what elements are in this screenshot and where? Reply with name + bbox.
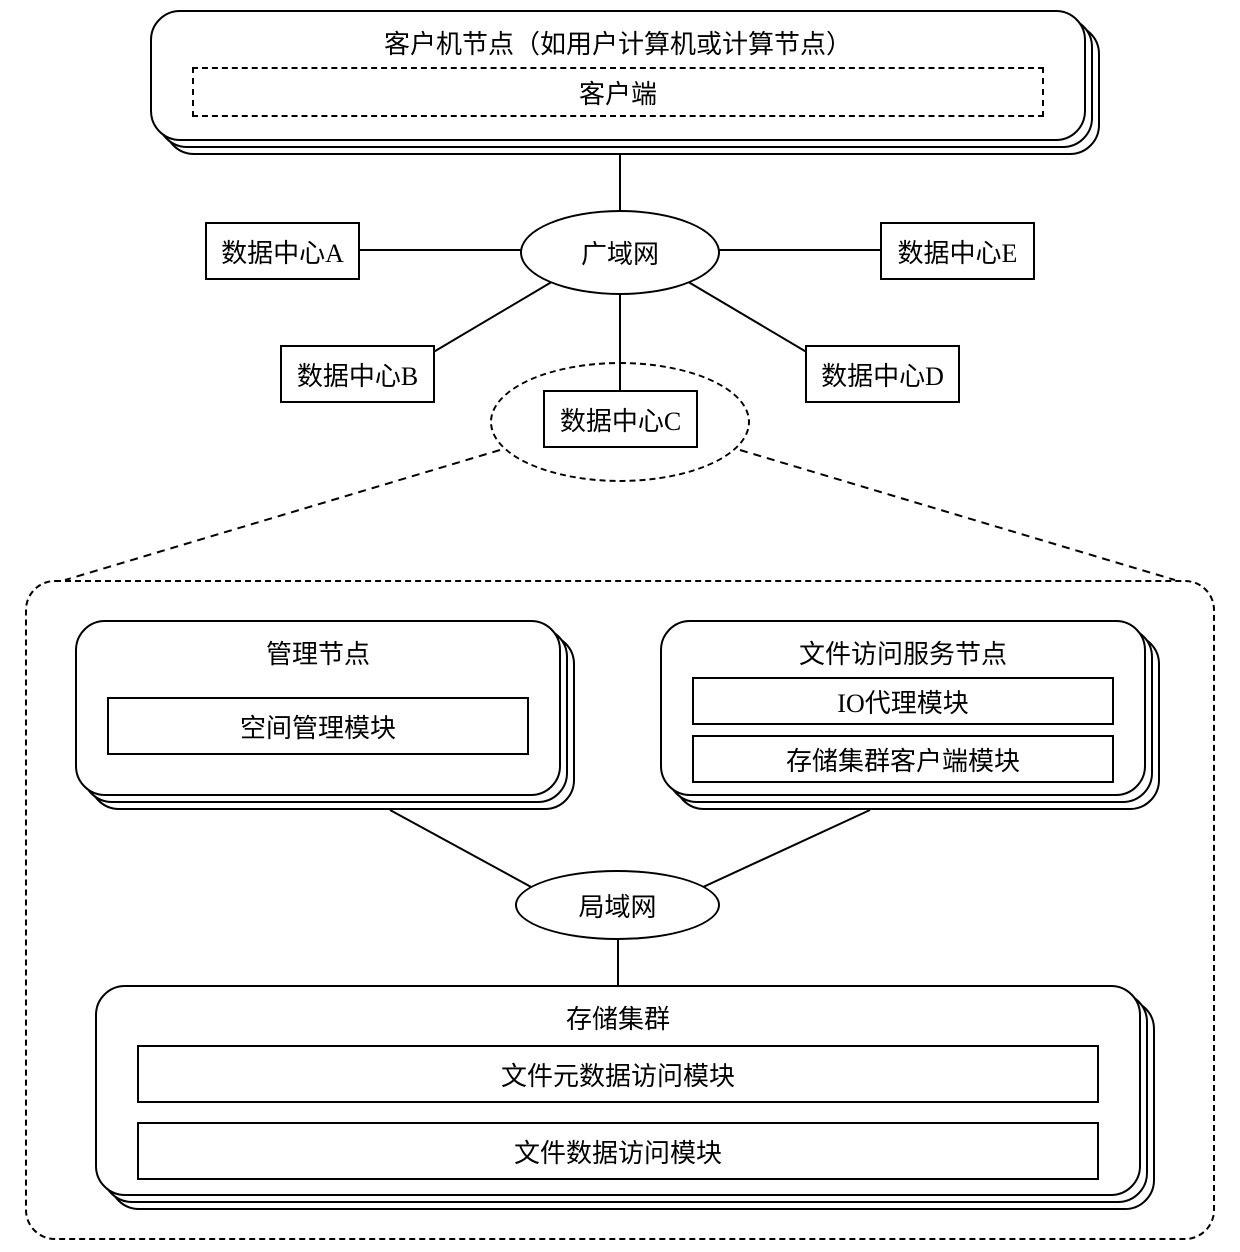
storage-cluster-title: 存储集群: [97, 999, 1139, 1036]
storage-cluster: 存储集群 文件元数据访问模块 文件数据访问模块: [95, 985, 1155, 1210]
datacenter-b-label: 数据中心B: [297, 356, 418, 393]
file-access-node: 文件访问服务节点 IO代理模块 存储集群客户端模块: [660, 620, 1160, 810]
datacenter-d-label: 数据中心D: [821, 356, 944, 393]
wan-label: 广域网: [581, 234, 659, 271]
zoom-ellipse: [490, 362, 750, 482]
lan-ellipse: 局域网: [515, 870, 720, 940]
storage-module-1: 文件数据访问模块: [137, 1122, 1099, 1180]
datacenter-a-label: 数据中心A: [221, 233, 344, 270]
file-access-module-0-label: IO代理模块: [837, 683, 968, 720]
management-module-0-label: 空间管理模块: [240, 708, 396, 745]
file-access-node-title: 文件访问服务节点: [662, 634, 1144, 671]
client-node: 客户机节点（如用户计算机或计算节点） 客户端: [150, 10, 1100, 155]
wan-ellipse: 广域网: [520, 210, 720, 295]
storage-module-0-label: 文件元数据访问模块: [501, 1056, 735, 1093]
management-module-0: 空间管理模块: [107, 697, 529, 755]
datacenter-a: 数据中心A: [205, 222, 360, 280]
datacenter-e-label: 数据中心E: [898, 233, 1018, 270]
storage-module-1-label: 文件数据访问模块: [514, 1133, 722, 1170]
management-node-title: 管理节点: [77, 634, 559, 671]
datacenter-b: 数据中心B: [280, 345, 435, 403]
management-node: 管理节点 空间管理模块: [75, 620, 575, 810]
storage-module-0: 文件元数据访问模块: [137, 1045, 1099, 1103]
file-access-module-0: IO代理模块: [692, 677, 1114, 725]
client-node-title: 客户机节点（如用户计算机或计算节点）: [152, 24, 1084, 61]
file-access-module-1-label: 存储集群客户端模块: [786, 741, 1020, 778]
client-inner-box: 客户端: [192, 67, 1044, 117]
lan-label: 局域网: [578, 887, 656, 924]
datacenter-d: 数据中心D: [805, 345, 960, 403]
file-access-module-1: 存储集群客户端模块: [692, 735, 1114, 783]
datacenter-e: 数据中心E: [880, 222, 1035, 280]
client-inner-label: 客户端: [579, 74, 657, 111]
